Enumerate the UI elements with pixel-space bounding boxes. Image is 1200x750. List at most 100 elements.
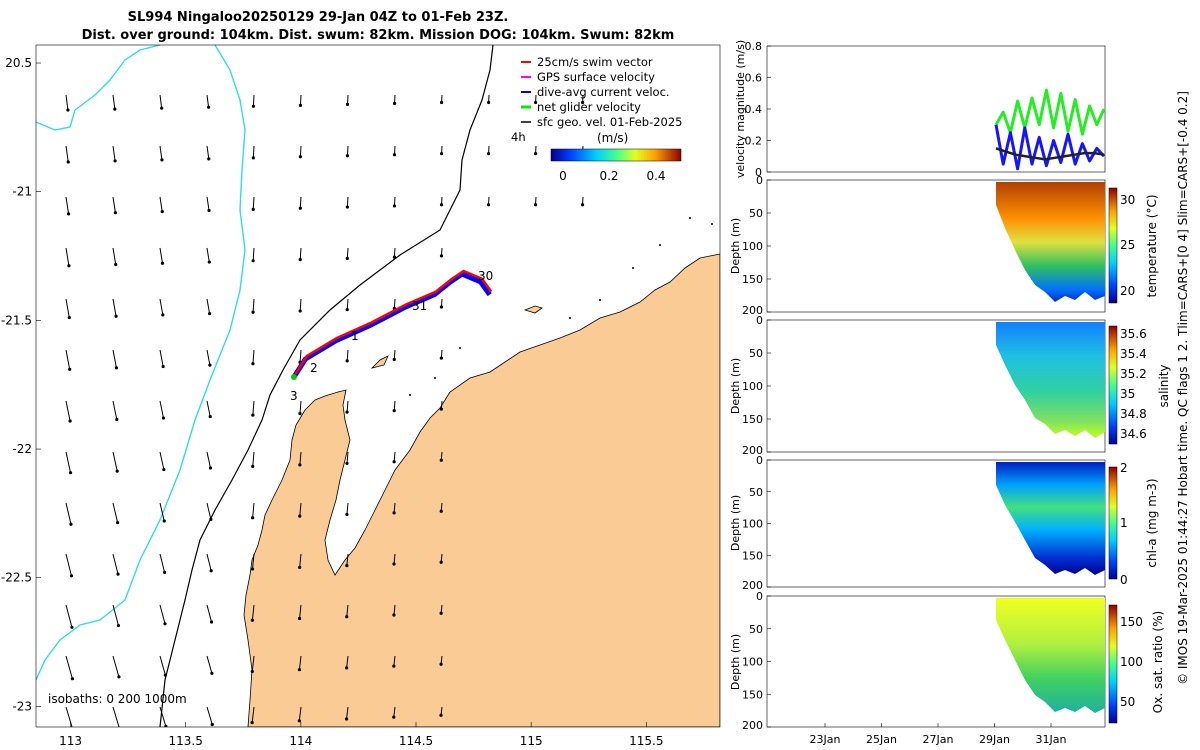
vector-arrow-head bbox=[298, 411, 302, 416]
depth-tick-label: 0 bbox=[756, 314, 763, 327]
date-tick-label: 25Jan bbox=[866, 733, 897, 746]
depth-tick-label: 150 bbox=[742, 273, 763, 286]
colorbar-unit: (m/s) bbox=[597, 131, 628, 145]
day-label: 2 bbox=[310, 361, 318, 375]
vector-arrow bbox=[252, 196, 255, 210]
lat-tick-label: -22 bbox=[12, 442, 32, 456]
lat-tick-label: 20.5 bbox=[5, 56, 32, 70]
vector-arrow bbox=[65, 298, 70, 318]
chla-cbar-tick: 2 bbox=[1120, 461, 1128, 475]
vector-arrow-head bbox=[251, 104, 256, 108]
vector-arrow-head bbox=[439, 356, 443, 360]
legend-label-net: net glider velocity bbox=[537, 100, 641, 114]
vector-arrow bbox=[252, 451, 255, 467]
vector-arrow-head bbox=[439, 713, 443, 717]
vector-arrow bbox=[65, 451, 72, 473]
map-panel bbox=[36, 45, 720, 727]
depth-tick-label: 200 bbox=[742, 719, 763, 732]
vector-arrow-head bbox=[161, 364, 165, 369]
vector-arrow-head bbox=[160, 106, 164, 110]
vector-arrow bbox=[299, 349, 302, 363]
vector-arrow-head bbox=[345, 102, 350, 106]
island bbox=[523, 305, 543, 314]
chla-cbar-tick: 0 bbox=[1120, 573, 1128, 587]
vector-arrow-head bbox=[580, 203, 585, 207]
vector-arrow-head bbox=[439, 407, 443, 411]
vector-arrow-head bbox=[251, 156, 255, 160]
vector-arrow bbox=[159, 553, 166, 573]
isobath-1000 bbox=[36, 45, 246, 681]
vector-arrow bbox=[251, 706, 255, 723]
vector-arrow bbox=[299, 604, 302, 619]
vector-arrow-head bbox=[162, 467, 166, 472]
vector-arrow bbox=[159, 247, 164, 264]
salinity-cbar-label: salinity bbox=[1157, 364, 1171, 407]
vector-arrow-head bbox=[440, 100, 444, 105]
vector-arrow-head bbox=[251, 413, 255, 417]
vector-arrow bbox=[112, 400, 118, 420]
oxygen-cbar-label: Ox. sat. ratio (%) bbox=[1151, 611, 1165, 713]
vector-arrow-head bbox=[160, 261, 165, 265]
depth-tick-label: 150 bbox=[742, 549, 763, 562]
vector-arrow-head bbox=[69, 522, 73, 526]
isobath-note: isobaths: 0 200 1000m bbox=[48, 692, 187, 706]
velocity-series-line bbox=[994, 88, 1106, 136]
vector-arrow bbox=[65, 196, 70, 214]
vector-arrow-head bbox=[392, 204, 397, 208]
vector-arrow bbox=[112, 145, 116, 162]
vector-arrow-head bbox=[208, 414, 212, 419]
vector-arrow-head bbox=[116, 572, 120, 576]
vector-arrow bbox=[393, 553, 396, 565]
vector-arrow bbox=[112, 451, 118, 472]
depth-tick-label: 50 bbox=[749, 347, 763, 360]
salinity-cbar-ticks: 35.6 35.4 35.2 35 34.8 34.6 bbox=[1120, 327, 1147, 441]
vector-arrow bbox=[299, 247, 302, 260]
vector-arrow-head bbox=[298, 206, 302, 210]
vector-arrow-head bbox=[439, 662, 443, 666]
vector-arrow bbox=[65, 706, 73, 727]
vector-arrow bbox=[346, 298, 349, 310]
vector-arrow bbox=[393, 400, 396, 411]
vector-arrow-head bbox=[439, 152, 444, 156]
vector-arrow-head bbox=[533, 152, 538, 156]
oxygen-colorbar bbox=[1108, 604, 1118, 724]
lon-tick-label: 113.5 bbox=[169, 734, 203, 748]
vector-arrow-head bbox=[345, 512, 349, 517]
vector-arrow bbox=[112, 247, 117, 265]
vector-arrow bbox=[65, 655, 73, 679]
vector-arrow-head bbox=[208, 466, 213, 470]
lat-tick-label: -23 bbox=[12, 699, 32, 713]
lon-tick-label: 115.5 bbox=[629, 734, 663, 748]
vector-arrow bbox=[393, 451, 396, 462]
vector-arrow-head bbox=[345, 461, 349, 465]
vector-arrow-head bbox=[162, 519, 166, 523]
vector-arrow-head bbox=[392, 357, 396, 362]
title-line1: SL994 Ningaloo20250129 29-Jan 04Z to 01-… bbox=[128, 10, 509, 25]
vector-arrow-head bbox=[114, 366, 119, 370]
vector-arrow-head bbox=[298, 257, 302, 262]
vector-arrow-head bbox=[439, 254, 444, 258]
vector-arrow-head bbox=[345, 666, 349, 670]
lat-tick-label: -22.5 bbox=[1, 571, 32, 585]
vector-arrow-head bbox=[534, 100, 538, 105]
vector-arrow bbox=[299, 400, 302, 414]
vector-arrow-head bbox=[116, 623, 121, 628]
vector-arrow-head bbox=[161, 416, 166, 420]
vector-arrow-head bbox=[66, 160, 70, 164]
depth-tick-label: 100 bbox=[742, 656, 763, 669]
salinity-section bbox=[996, 322, 1105, 438]
vector-arrow bbox=[346, 247, 349, 259]
vector-arrow bbox=[206, 502, 212, 520]
map-frame bbox=[35, 44, 721, 728]
vector-arrow-head bbox=[251, 516, 255, 520]
vector-arrow-head bbox=[298, 565, 302, 569]
vector-arrow-head bbox=[392, 153, 397, 157]
oxygen-cbar-tick: 150 bbox=[1120, 615, 1143, 629]
vector-arrow bbox=[252, 502, 255, 518]
vector-arrow-head bbox=[533, 203, 538, 207]
vector-arrow bbox=[393, 502, 396, 513]
vector-arrow bbox=[252, 145, 255, 158]
depth-tick-label: 150 bbox=[742, 688, 763, 701]
vector-arrow bbox=[65, 502, 72, 525]
